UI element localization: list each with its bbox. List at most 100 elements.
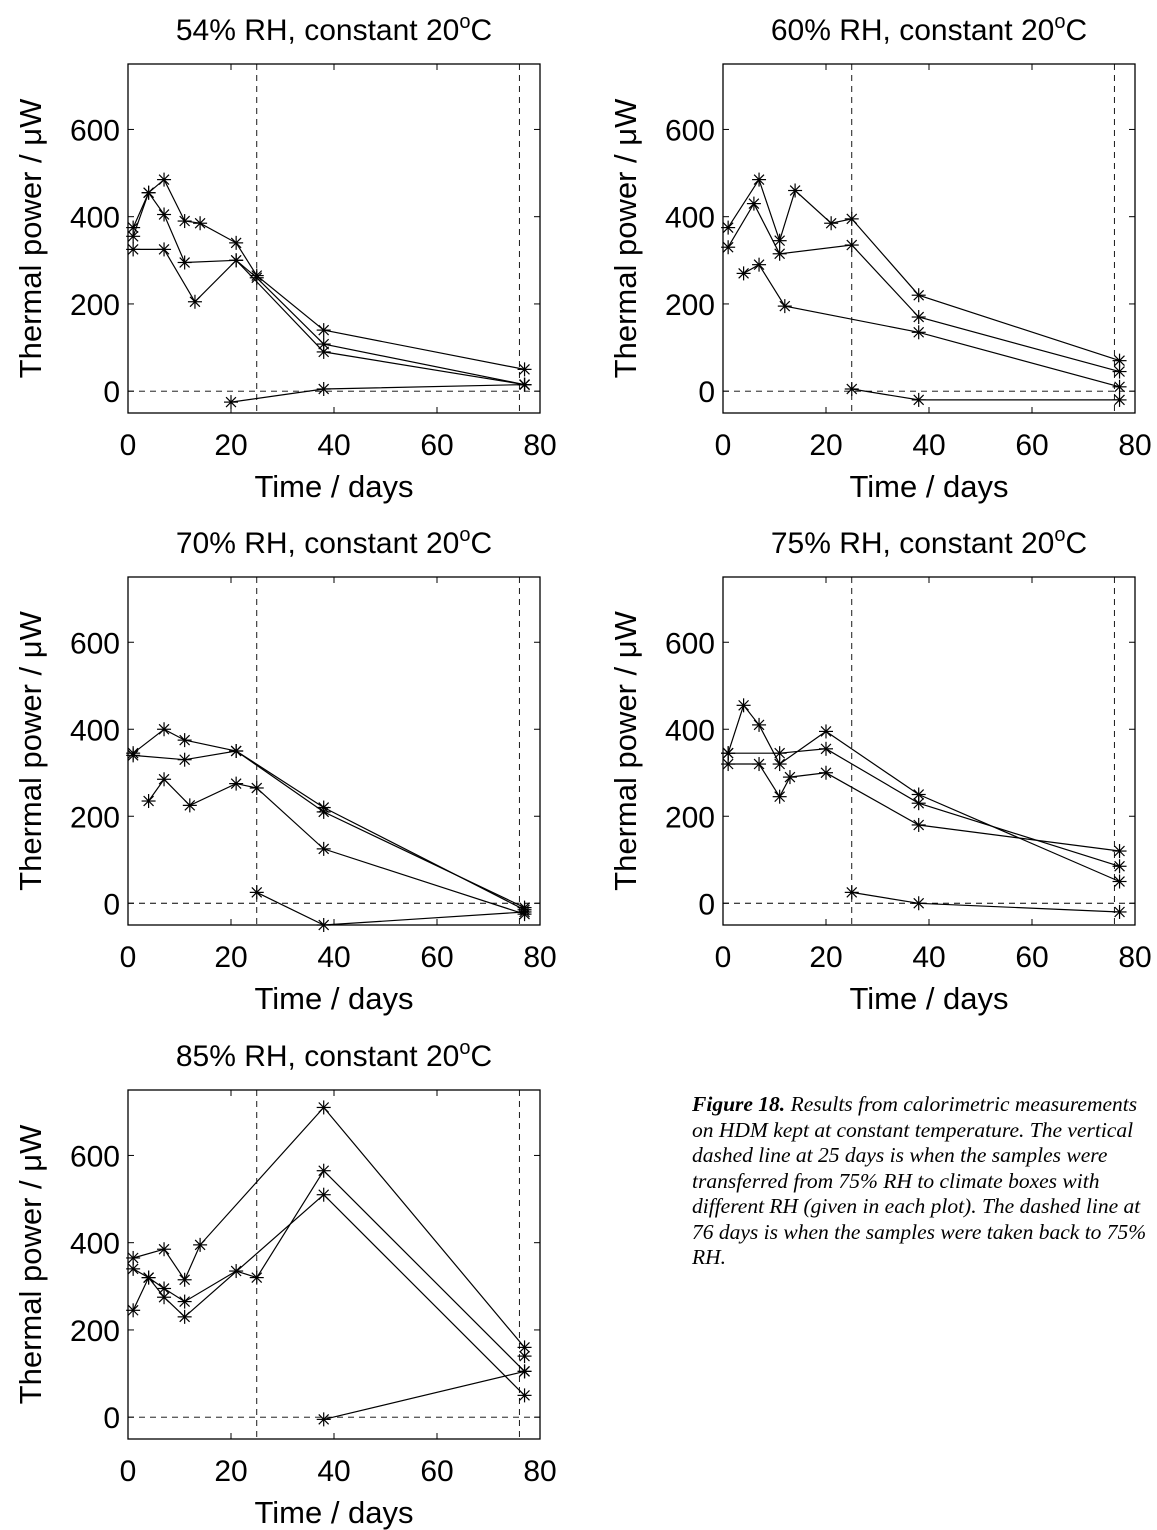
x-tick-label: 80: [523, 429, 556, 462]
marker-stroke: [194, 1239, 206, 1251]
chart-title: 70% RH, constant 20oC: [176, 524, 492, 560]
data-point-marker: [746, 196, 761, 211]
marker-stroke: [1114, 860, 1125, 872]
data-point-marker: [911, 896, 926, 911]
marker-stroke: [722, 241, 734, 253]
marker-stroke: [519, 1342, 530, 1353]
marker-stroke: [127, 1304, 139, 1316]
x-tick-label: 60: [420, 1455, 453, 1488]
marker-stroke: [774, 791, 786, 803]
data-point-marker: [157, 1242, 172, 1257]
chart-title: 54% RH, constant 20oC: [176, 11, 492, 47]
marker-stroke: [748, 198, 760, 209]
marker-stroke: [774, 248, 786, 260]
title-text: 54% RH, constant 20: [176, 14, 460, 47]
marker-stroke: [127, 1252, 139, 1264]
y-tick-label: 400: [70, 1228, 120, 1261]
data-point-marker: [177, 255, 192, 270]
data-point-marker: [782, 770, 797, 785]
x-tick-label: 20: [214, 429, 247, 462]
data-point-marker: [157, 207, 172, 222]
caption-text: Results from calorimetric measurements o…: [692, 1092, 1147, 1269]
data-point-marker: [1112, 392, 1127, 407]
title-unit: C: [470, 14, 492, 47]
y-tick-label: 400: [665, 202, 715, 235]
marker-stroke: [519, 364, 530, 375]
marker-stroke: [1114, 381, 1125, 393]
y-axis-label: Thermal power / μW: [608, 610, 643, 890]
data-point-marker: [224, 395, 238, 410]
marker-stroke: [230, 745, 242, 757]
marker-stroke: [127, 244, 139, 255]
y-tick-label: 400: [70, 714, 120, 747]
data-point-marker: [911, 392, 926, 407]
marker-stroke: [158, 723, 170, 735]
title-degree-sup: o: [459, 1037, 470, 1059]
data-point-marker: [721, 240, 736, 255]
marker-stroke: [820, 767, 832, 779]
y-tick-label: 600: [70, 627, 120, 660]
marker-stroke: [789, 185, 801, 196]
data-point-marker: [249, 780, 264, 795]
data-point-marker: [177, 733, 192, 748]
data-point-marker: [157, 1290, 172, 1305]
data-point-marker: [911, 817, 926, 832]
data-point-marker: [316, 382, 331, 397]
x-tick-label: 80: [523, 1455, 556, 1488]
data-point-marker: [1112, 379, 1127, 394]
data-point-marker: [316, 1187, 331, 1202]
marker-stroke: [846, 383, 858, 395]
x-tick-label: 0: [715, 941, 732, 974]
marker-stroke: [753, 259, 765, 271]
marker-stroke: [825, 217, 837, 229]
panel-1: 0 20 40 60 80 0 200 400 600 Time / days Thermal po…: [13, 11, 557, 504]
data-point-marker: [126, 1261, 141, 1276]
data-point-marker: [752, 757, 767, 772]
marker-stroke: [318, 1413, 330, 1425]
data-point-marker: [187, 294, 202, 309]
series-line: [133, 248, 525, 386]
y-axis-label: Thermal power / μW: [13, 1124, 48, 1404]
marker-stroke: [158, 244, 170, 255]
data-point-marker: [316, 344, 331, 359]
marker-stroke: [1114, 876, 1125, 887]
y-tick-label: 200: [70, 1315, 120, 1348]
marker-stroke: [753, 719, 765, 731]
marker-stroke: [158, 1291, 170, 1303]
marker-stroke: [913, 897, 925, 909]
marker-stroke: [143, 795, 154, 807]
x-tick-label: 0: [715, 429, 732, 462]
marker-stroke: [318, 919, 330, 931]
marker-stroke: [913, 394, 925, 406]
data-point-marker: [911, 310, 926, 325]
data-point-marker: [157, 242, 172, 257]
marker-stroke: [913, 326, 925, 338]
x-tick-label: 40: [317, 429, 350, 462]
marker-stroke: [1114, 394, 1125, 406]
x-tick-label: 80: [523, 941, 556, 974]
marker-stroke: [913, 311, 925, 323]
x-axis-label: Time / days: [254, 981, 413, 1016]
title-degree-sup: o: [459, 11, 470, 33]
marker-stroke: [722, 758, 734, 770]
data-point-marker: [788, 183, 803, 198]
y-axis-label: Thermal power / μW: [13, 610, 48, 890]
marker-stroke: [127, 230, 139, 242]
y-tick-label: 200: [665, 801, 715, 834]
title-degree-sup: o: [459, 524, 470, 546]
marker-stroke: [1114, 366, 1125, 377]
series-line: [727, 202, 1120, 373]
x-tick-label: 20: [809, 941, 842, 974]
x-tick-label: 40: [317, 1455, 350, 1488]
data-point-marker: [141, 185, 156, 200]
marker-stroke: [318, 802, 330, 813]
data-point-marker: [736, 266, 751, 281]
data-point-marker: [844, 885, 859, 900]
data-point-marker: [177, 214, 192, 229]
data-point-marker: [316, 323, 331, 338]
title-unit: C: [1065, 527, 1087, 560]
marker-stroke: [158, 1283, 170, 1294]
data-point-marker: [193, 1237, 208, 1252]
marker-stroke: [318, 383, 330, 395]
marker-stroke: [143, 187, 154, 199]
